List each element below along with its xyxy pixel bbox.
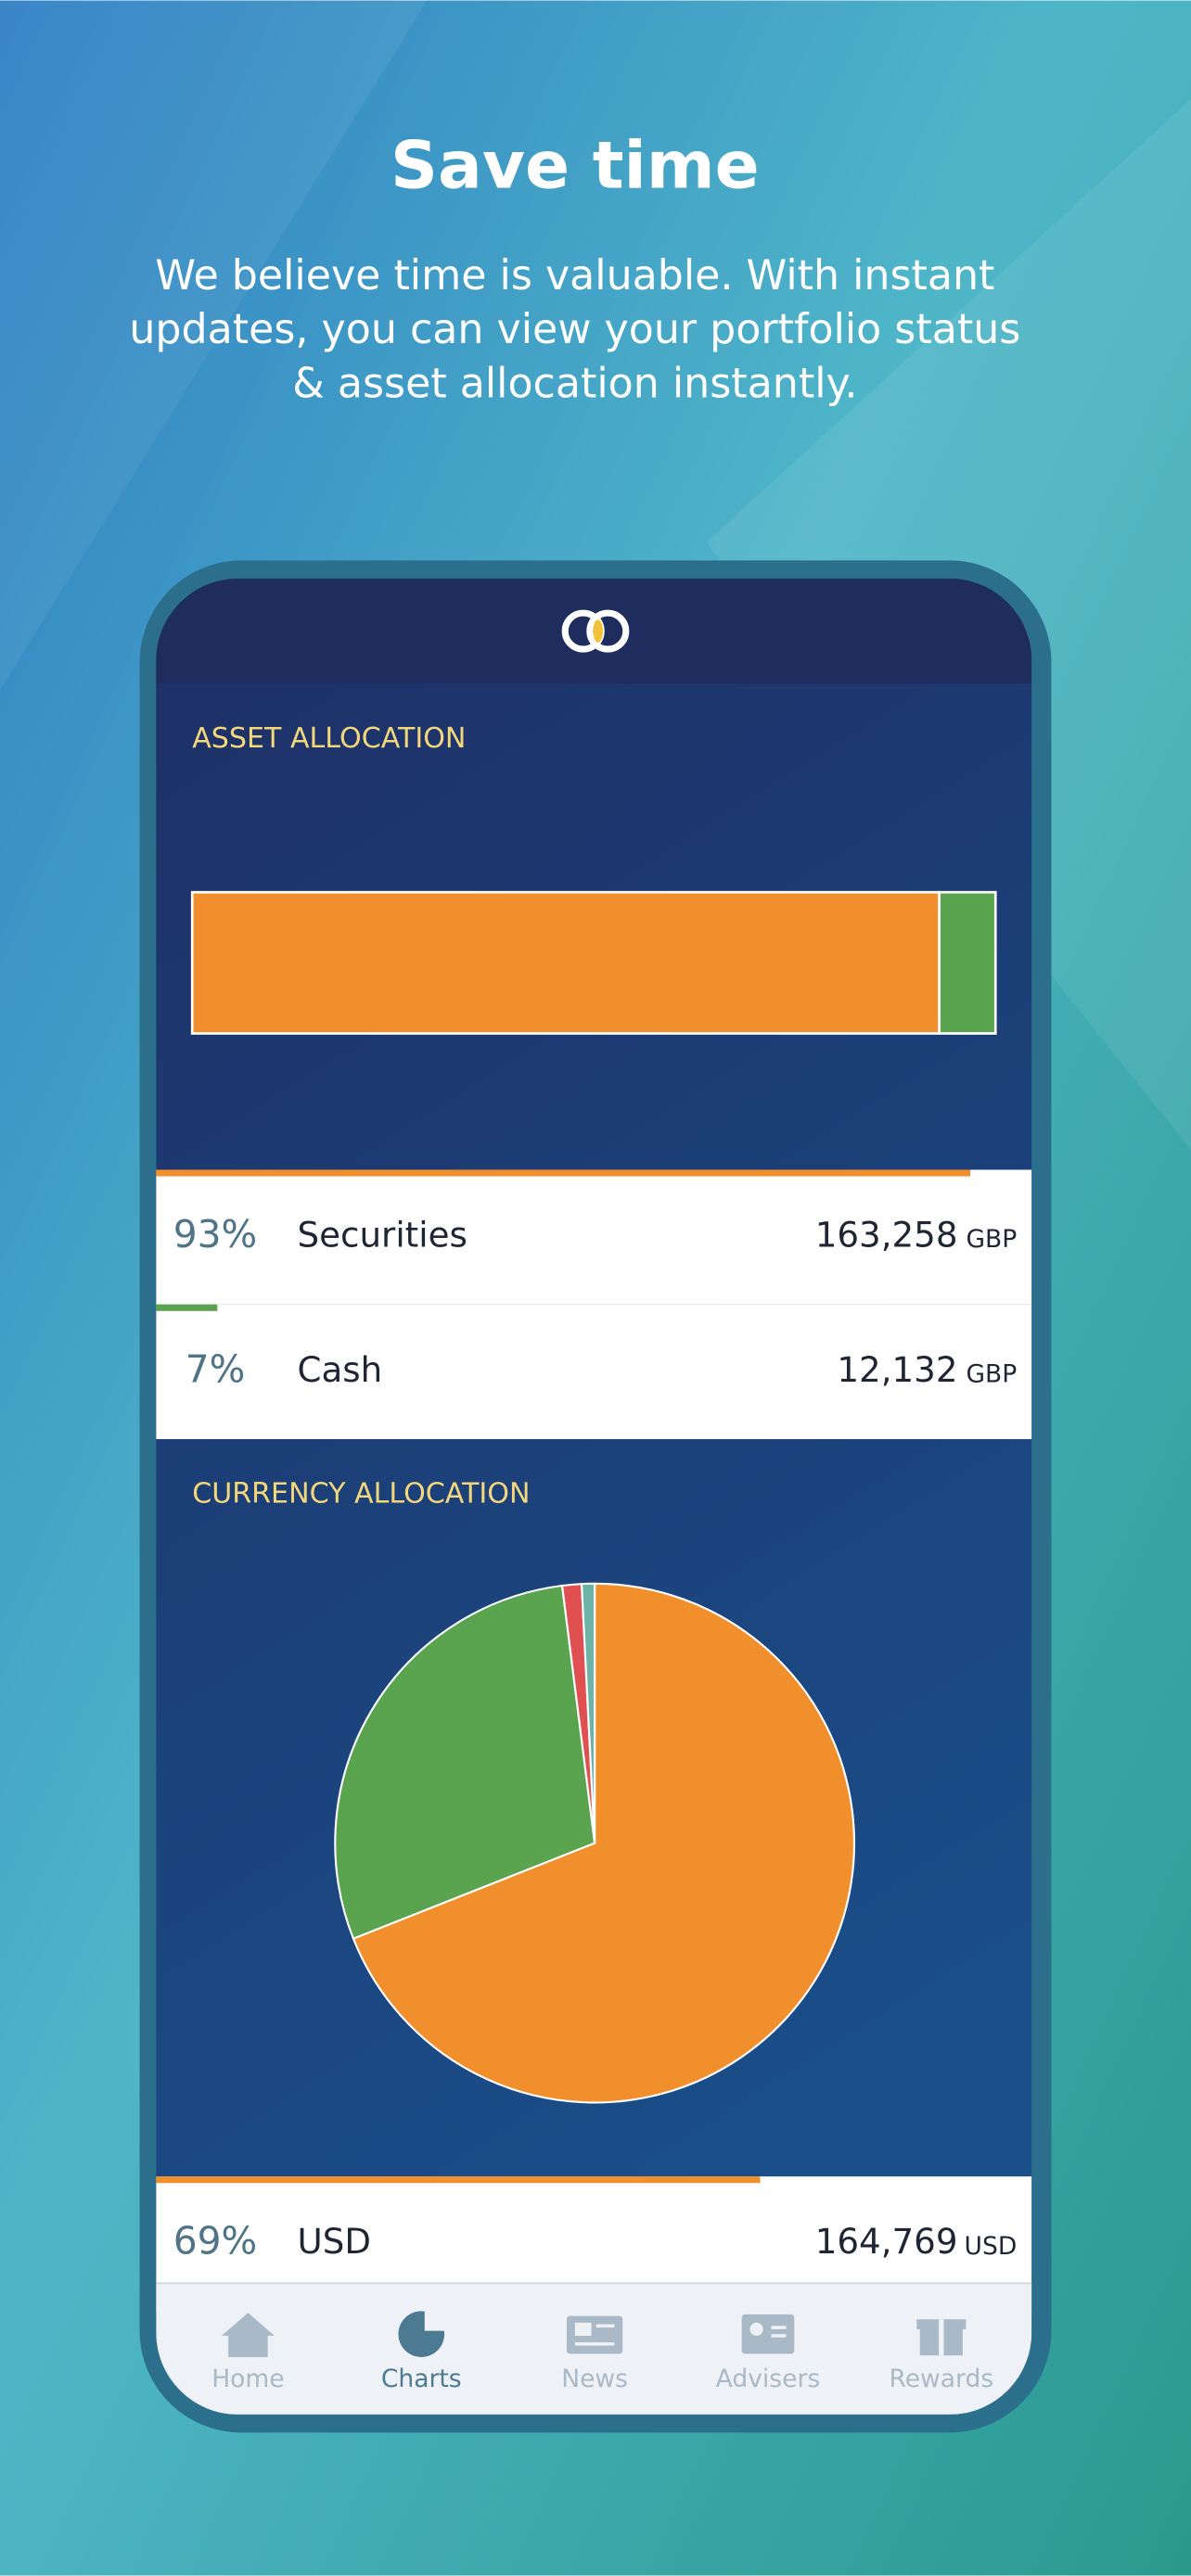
tab-icon-part [424, 2307, 448, 2331]
row-currency: GBP [966, 1225, 1017, 1254]
section-title: CURRENCY ALLOCATION [192, 1478, 530, 1511]
row-bg [156, 1304, 1032, 1439]
pie-slice [352, 1582, 855, 2104]
tab-label[interactable]: News [561, 2365, 628, 2393]
tab-icon-part [574, 2322, 592, 2336]
tab-icon-part [749, 2322, 763, 2336]
tab-icon[interactable] [398, 2307, 448, 2357]
row-amount: 164,769 [815, 2221, 958, 2262]
share-line [156, 1169, 971, 1177]
row-bg [156, 1169, 1032, 1305]
tab-label[interactable]: Rewards [889, 2365, 993, 2393]
subtitle-line: We believe time is valuable. With instan… [155, 252, 994, 300]
row-name: USD [298, 2221, 371, 2262]
share-line [156, 1304, 218, 1311]
section-title: ASSET ALLOCATION [192, 722, 466, 755]
phone-screen: ASSET ALLOCATION CURRENCY ALLOCATION 93%… [156, 578, 1032, 2415]
row-currency: USD [965, 2232, 1018, 2261]
headline: Save time [391, 126, 760, 203]
bg-shape [0, 0, 428, 691]
tab-icon[interactable] [222, 2313, 275, 2357]
row-percent: 93% [173, 1212, 258, 1256]
row-currency: GBP [966, 1359, 1017, 1388]
tab-label[interactable]: Home [211, 2365, 284, 2393]
tab-icon[interactable] [567, 2315, 623, 2354]
tab-icon-part [741, 2314, 795, 2354]
share-line [156, 2176, 761, 2184]
subtitle-line: updates, you can view your portfolio sta… [129, 306, 1020, 353]
logo [593, 619, 603, 643]
screen-bg [156, 578, 1032, 2415]
logo [586, 609, 630, 653]
row-amount: 163,258 [815, 1215, 958, 1256]
tab-icon-part [596, 2324, 615, 2328]
tab-icon-part [574, 2342, 615, 2346]
row-percent: 7% [186, 1346, 246, 1391]
tab-icon-part [771, 2334, 787, 2338]
row-name: Cash [298, 1349, 383, 1390]
pie-slice [334, 1584, 596, 1940]
row-percent: 69% [173, 2219, 258, 2264]
bar-segment [938, 890, 997, 1035]
subtitle-line: & asset allocation instantly. [292, 361, 857, 408]
row-name: Securities [298, 1215, 467, 1256]
subtitle: We believe time is valuable. With instan… [129, 252, 1020, 408]
tab-icon[interactable] [916, 2319, 967, 2356]
tab-label[interactable]: Advisers [716, 2365, 821, 2393]
tab-icon-part [771, 2326, 787, 2329]
tab-icon-part [222, 2313, 275, 2357]
bar-segment [190, 890, 941, 1035]
tab-label[interactable]: Charts [381, 2365, 462, 2393]
row-amount: 12,132 [837, 1349, 957, 1390]
pie-slice [580, 1582, 596, 1843]
tab-icon-part [939, 2319, 944, 2356]
tab-icon[interactable] [741, 2314, 795, 2354]
